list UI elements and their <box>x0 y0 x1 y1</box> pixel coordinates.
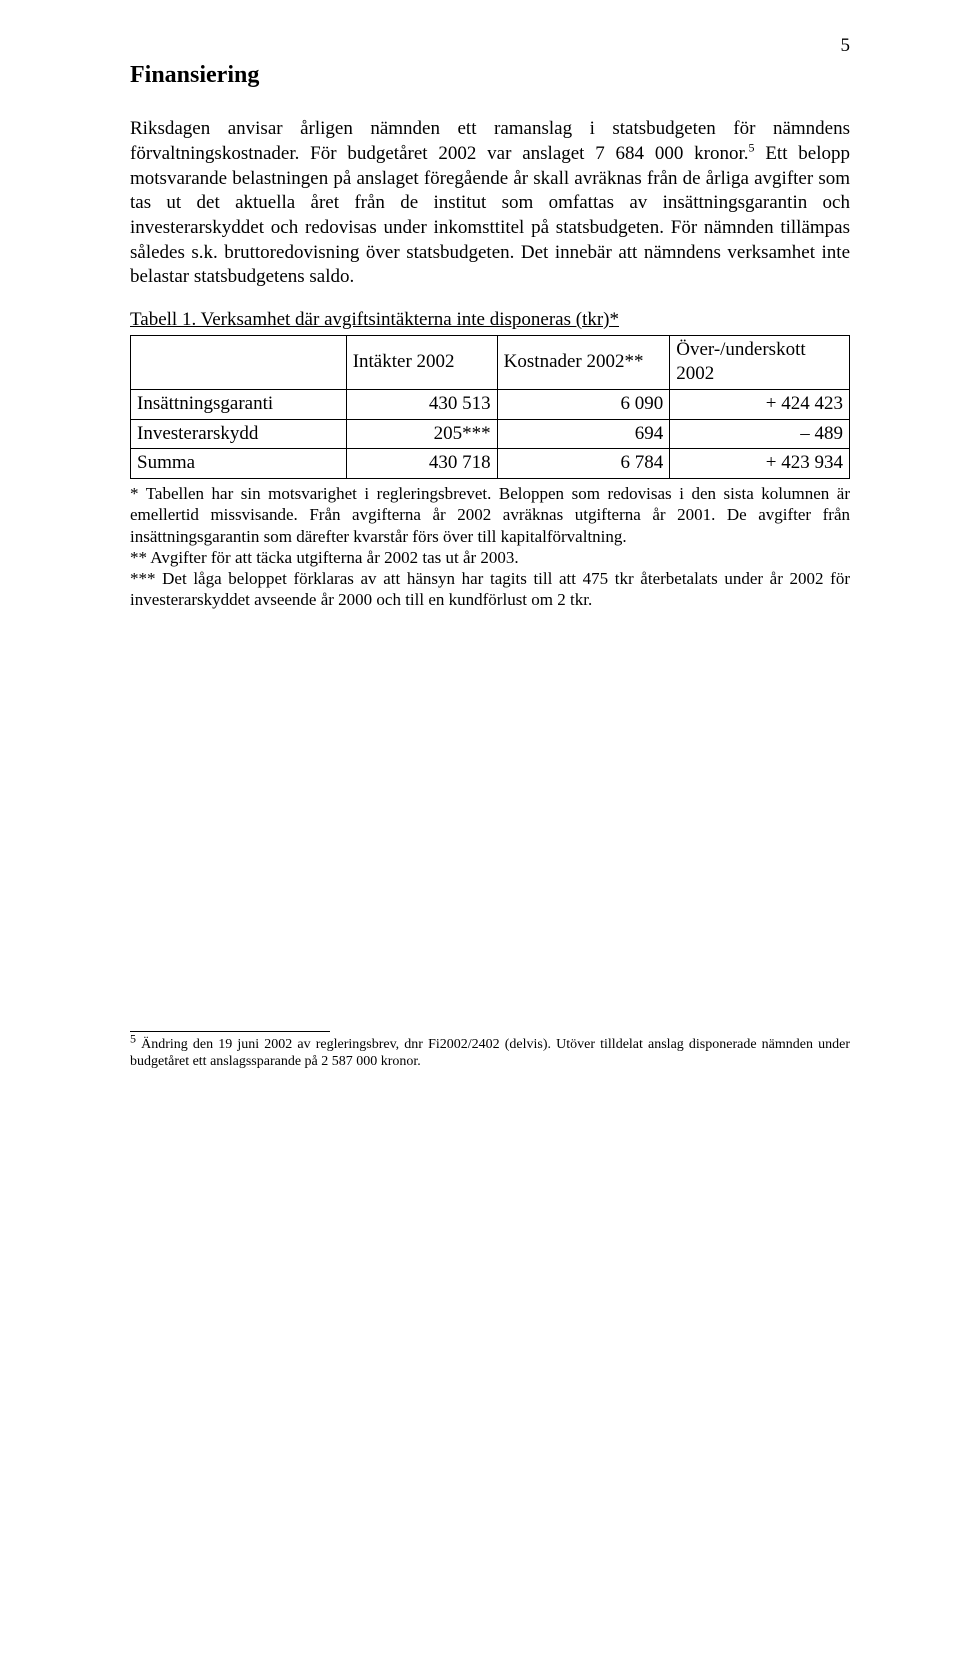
table-cell-label: Investerarskydd <box>131 419 347 449</box>
paragraph-1-part-a: Riksdagen anvisar årligen nämnden ett ra… <box>130 118 850 164</box>
table-cell-label: Summa <box>131 449 347 479</box>
table-cell-value: – 489 <box>670 419 850 449</box>
table-cell-value: + 424 423 <box>670 390 850 420</box>
table-header-0 <box>131 335 347 389</box>
table-cell-value: 430 718 <box>346 449 497 479</box>
table-cell-label: Insättningsgaranti <box>131 390 347 420</box>
table-row: Investerarskydd 205*** 694 – 489 <box>131 419 850 449</box>
table-cell-value: 6 784 <box>497 449 670 479</box>
table-header-2: Kostnader 2002** <box>497 335 670 389</box>
table-note-1: * Tabellen har sin motsvarighet i regler… <box>130 483 850 547</box>
table-header-3: Över-/underskott 2002 <box>670 335 850 389</box>
paragraph-1-part-b: Ett belopp motsvarande belastningen på a… <box>130 143 850 287</box>
table-verksamhet: Tabell 1. Verksamhet där avgiftsintäkter… <box>130 308 850 479</box>
paragraph-1: Riksdagen anvisar årligen nämnden ett ra… <box>130 117 850 290</box>
table-header-1: Intäkter 2002 <box>346 335 497 389</box>
table-cell-value: 694 <box>497 419 670 449</box>
footnote-5: 5 Ändring den 19 juni 2002 av reglerings… <box>130 1036 850 1071</box>
footnote-text: Ändring den 19 juni 2002 av regleringsbr… <box>130 1037 850 1070</box>
footnote-separator <box>130 1031 330 1032</box>
page-number: 5 <box>841 34 851 59</box>
section-title-finansiering: Finansiering <box>130 60 850 91</box>
table-row: Insättningsgaranti 430 513 6 090 + 424 4… <box>131 390 850 420</box>
table-row-total: Summa 430 718 6 784 + 423 934 <box>131 449 850 479</box>
table-header-row: Intäkter 2002 Kostnader 2002** Över-/und… <box>131 335 850 389</box>
table-note-3: *** Det låga beloppet förklaras av att h… <box>130 568 850 611</box>
table-caption: Tabell 1. Verksamhet där avgiftsintäkter… <box>130 308 850 333</box>
table-cell-value: 430 513 <box>346 390 497 420</box>
table-cell-value: + 423 934 <box>670 449 850 479</box>
table-cell-value: 205*** <box>346 419 497 449</box>
table-cell-value: 6 090 <box>497 390 670 420</box>
table-notes: * Tabellen har sin motsvarighet i regler… <box>130 483 850 611</box>
table-note-2: ** Avgifter för att täcka utgifterna år … <box>130 547 850 568</box>
